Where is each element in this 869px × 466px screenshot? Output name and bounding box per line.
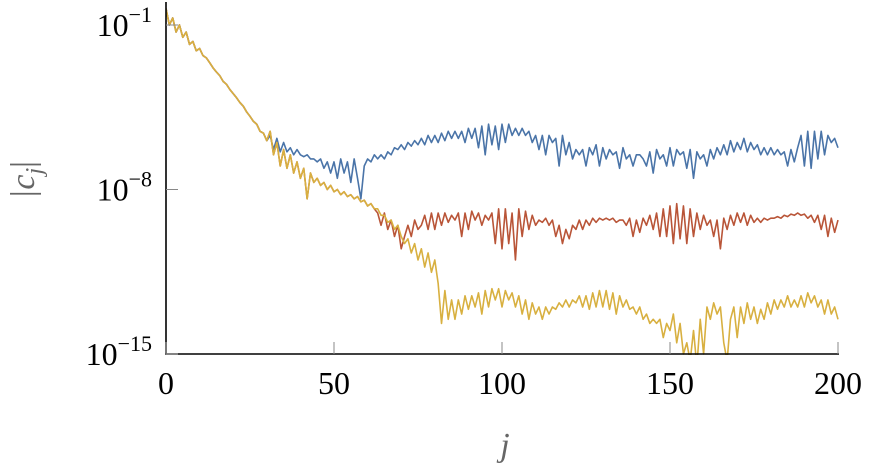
y-tick-base: 10: [97, 172, 129, 208]
x-tick-label: 0: [158, 365, 174, 401]
y-tick-exponent: −15: [118, 331, 152, 356]
y-tick-base: 10: [86, 336, 118, 372]
plot-area: [166, 8, 839, 355]
series-line: [166, 8, 839, 200]
y-label-left: |c: [5, 175, 42, 199]
y-tick-base: 10: [97, 7, 129, 43]
y-label-sub: j: [22, 168, 48, 178]
y-label-right: |: [5, 161, 42, 168]
y-tick-label: 10−8: [97, 167, 152, 208]
x-tick-label: 200: [814, 365, 862, 401]
x-tick-label: 100: [478, 365, 526, 401]
x-tick-label: 150: [646, 365, 694, 401]
series-line: [166, 8, 839, 261]
y-tick-exponent: −8: [129, 167, 152, 192]
y-tick-exponent: −1: [129, 2, 152, 27]
series-line: [166, 8, 839, 355]
x-tick-label: 50: [318, 365, 350, 401]
y-axis-label: |cj|: [5, 161, 48, 199]
y-tick-label: 10−1: [97, 2, 152, 43]
y-tick-label: 10−15: [86, 331, 152, 372]
x-axis-label: j: [496, 427, 509, 464]
